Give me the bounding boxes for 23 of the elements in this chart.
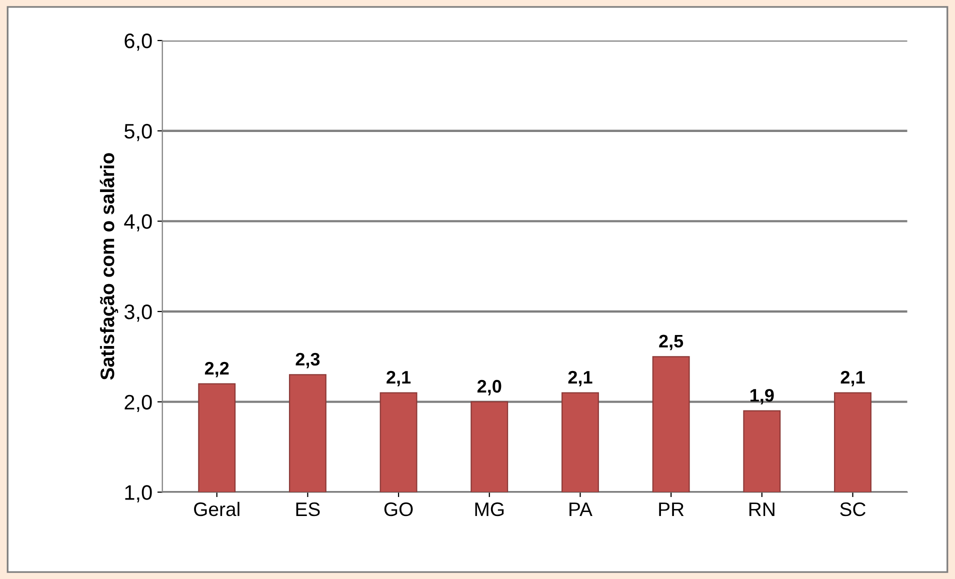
- x-tick-label: RN: [749, 502, 774, 516]
- x-tick-label: Geral: [194, 502, 240, 516]
- x-tick-label: PA: [570, 502, 592, 516]
- data-label: 2,3: [296, 352, 320, 368]
- data-label: 2,1: [386, 370, 411, 386]
- data-label: 2,1: [840, 370, 865, 386]
- y-axis-title: Satisfação com o salário: [100, 153, 118, 380]
- x-tick-label: GO: [384, 502, 413, 516]
- x-tick-label: PR: [659, 502, 684, 516]
- y-tick-label: 4,0: [124, 214, 152, 232]
- y-tick-label: 5,0: [124, 124, 152, 142]
- y-tick-label: 6,0: [124, 34, 152, 51]
- y-tick-label: 1,0: [125, 485, 152, 502]
- data-label: 1,9: [750, 388, 774, 404]
- x-tick-label: ES: [296, 502, 320, 516]
- data-label: 2,2: [204, 362, 229, 378]
- y-tick-label: 3,0: [124, 304, 152, 322]
- x-tick-label: SC: [840, 502, 866, 516]
- x-tick-label: MG: [475, 502, 504, 516]
- data-label: 2,1: [568, 370, 592, 386]
- data-label: 2,0: [477, 380, 502, 396]
- y-tick-label: 2,0: [124, 394, 152, 412]
- data-label: 2,5: [659, 334, 684, 350]
